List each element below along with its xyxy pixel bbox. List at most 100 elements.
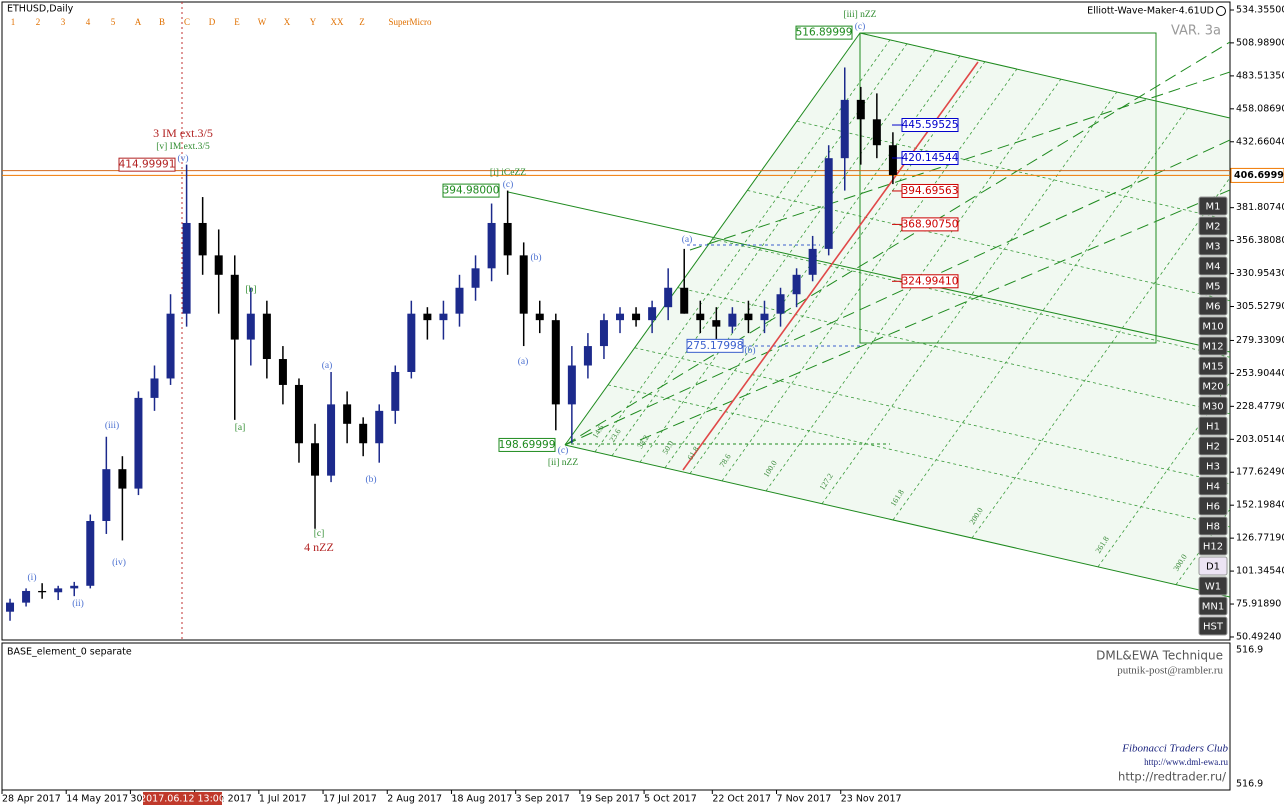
timeframe-button[interactable]	[1198, 356, 1228, 376]
timeframe-label[interactable]: M1	[1206, 202, 1221, 213]
wave-label: (a)	[322, 360, 333, 371]
timeframe-label[interactable]: HST	[1203, 622, 1224, 633]
wave-button[interactable]: E	[234, 17, 240, 27]
channel-line	[859, 32, 1230, 119]
candle-body	[54, 588, 63, 593]
timeframe-button[interactable]	[1198, 396, 1228, 416]
timeframe-button[interactable]	[1198, 376, 1228, 396]
crosshair-label: 2017.06.12 13:00	[140, 794, 225, 805]
email: putnik-post@rambler.ru	[1117, 665, 1223, 677]
timeframe-label[interactable]: M4	[1206, 262, 1221, 273]
timeframe-label[interactable]: M5	[1206, 282, 1221, 293]
timeframe-button[interactable]	[1198, 556, 1228, 576]
club: Fibonacci Traders Club	[1121, 743, 1228, 755]
timeframe-label[interactable]: M20	[1202, 382, 1223, 393]
timeframe-button[interactable]	[1198, 456, 1228, 476]
timeframe-label[interactable]: M30	[1202, 402, 1223, 413]
dashed-line	[689, 71, 1230, 251]
x-tick-label: 15 Jun 2017	[195, 794, 252, 805]
timeframe-button[interactable]	[1198, 596, 1228, 616]
wave-button[interactable]: 5	[111, 17, 116, 27]
candle-body	[198, 222, 207, 256]
candle-body	[278, 359, 287, 385]
wave-button[interactable]: 3	[61, 17, 66, 27]
candle-body	[118, 469, 127, 489]
fan-line	[634, 347, 1230, 531]
wave-button[interactable]: 1	[11, 17, 16, 27]
wave-label: (a)	[518, 356, 529, 367]
y-tick-label: 50.49240	[1236, 631, 1281, 642]
timeframe-label[interactable]: H3	[1206, 462, 1220, 473]
panel-title: BASE_element_0 separate	[7, 647, 132, 658]
timeframe-button[interactable]	[1198, 536, 1228, 556]
wave-label: (iv)	[112, 557, 126, 568]
candle-body	[182, 222, 191, 314]
wave-button[interactable]: 2	[36, 17, 41, 27]
timeframe-button[interactable]	[1198, 576, 1228, 596]
wave-button[interactable]: B	[159, 17, 165, 27]
candle-body	[760, 313, 769, 321]
candle-body	[535, 313, 544, 321]
timeframe-button[interactable]	[1198, 616, 1228, 636]
timeframe-label[interactable]: H6	[1206, 502, 1220, 513]
wave-button[interactable]: X	[284, 17, 291, 27]
candle-body	[327, 404, 336, 476]
timeframe-label[interactable]: M2	[1206, 222, 1221, 233]
timeframe-button[interactable]	[1198, 416, 1228, 436]
indicator-name: Elliott-Wave-Maker-4.61UD	[1087, 6, 1214, 17]
crosshair-tag	[143, 792, 222, 805]
candle-body	[567, 365, 576, 405]
timeframe-button[interactable]	[1198, 316, 1228, 336]
timeframe-button[interactable]	[1198, 496, 1228, 516]
timeframe-label[interactable]: D1	[1206, 562, 1220, 573]
timeframe-label[interactable]: H12	[1203, 542, 1223, 553]
candle-body	[166, 313, 175, 379]
timeframe-label[interactable]: M15	[1202, 362, 1223, 373]
wave-button[interactable]: Z	[359, 17, 365, 27]
timeframe-button[interactable]	[1198, 336, 1228, 356]
timeframe-button[interactable]	[1198, 296, 1228, 316]
timeframe-label[interactable]: W1	[1205, 582, 1221, 593]
timeframe-label[interactable]: MN1	[1202, 602, 1224, 613]
timeframe-label[interactable]: H8	[1206, 522, 1220, 533]
timeframe-label[interactable]: M12	[1202, 342, 1223, 353]
timeframe-button[interactable]	[1198, 516, 1228, 536]
wave-button[interactable]: SuperMicro	[389, 17, 432, 27]
x-tick-label: 5 Oct 2017	[644, 794, 697, 805]
candle-body	[728, 313, 737, 327]
timeframe-label[interactable]: H1	[1206, 422, 1220, 433]
candle-body	[583, 346, 592, 366]
wave-label: (b)	[744, 345, 755, 356]
y-tick-label: 228.47790	[1236, 401, 1284, 412]
timeframe-button[interactable]	[1198, 476, 1228, 496]
timeframe-button[interactable]	[1198, 436, 1228, 456]
x-tick-label: 23 Nov 2017	[841, 794, 902, 805]
candle-body	[22, 590, 31, 603]
timeframe-label[interactable]: M10	[1202, 322, 1223, 333]
timeframe-label[interactable]: M3	[1206, 242, 1221, 253]
candle-body	[808, 248, 817, 275]
wave-label: [i] iCeZZ	[490, 168, 526, 178]
wave-button[interactable]: Y	[310, 17, 317, 27]
wave-button[interactable]: D	[209, 17, 216, 27]
timeframe-button[interactable]	[1198, 236, 1228, 256]
timeframe-label[interactable]: H4	[1206, 482, 1220, 493]
timeframe-button[interactable]	[1198, 216, 1228, 236]
y-tick-label: 126.77190	[1236, 533, 1284, 544]
timeframe-button[interactable]	[1198, 196, 1228, 216]
wave-label: [b]	[245, 285, 256, 295]
timeframe-label[interactable]: H2	[1206, 442, 1220, 453]
level-label: 414.99991	[119, 159, 176, 171]
timeframe-button[interactable]	[1198, 276, 1228, 296]
timeframe-label[interactable]: M6	[1206, 302, 1221, 313]
candle-body	[6, 602, 15, 612]
wave-button[interactable]: XX	[331, 17, 344, 27]
candle-body	[551, 320, 560, 405]
wave-button[interactable]: A	[135, 17, 142, 27]
fan-line	[796, 120, 1230, 304]
wave-button[interactable]: W	[258, 17, 267, 27]
timeframe-button[interactable]	[1198, 256, 1228, 276]
wave-button[interactable]: C	[184, 17, 190, 27]
wave-button[interactable]: 4	[86, 17, 91, 27]
